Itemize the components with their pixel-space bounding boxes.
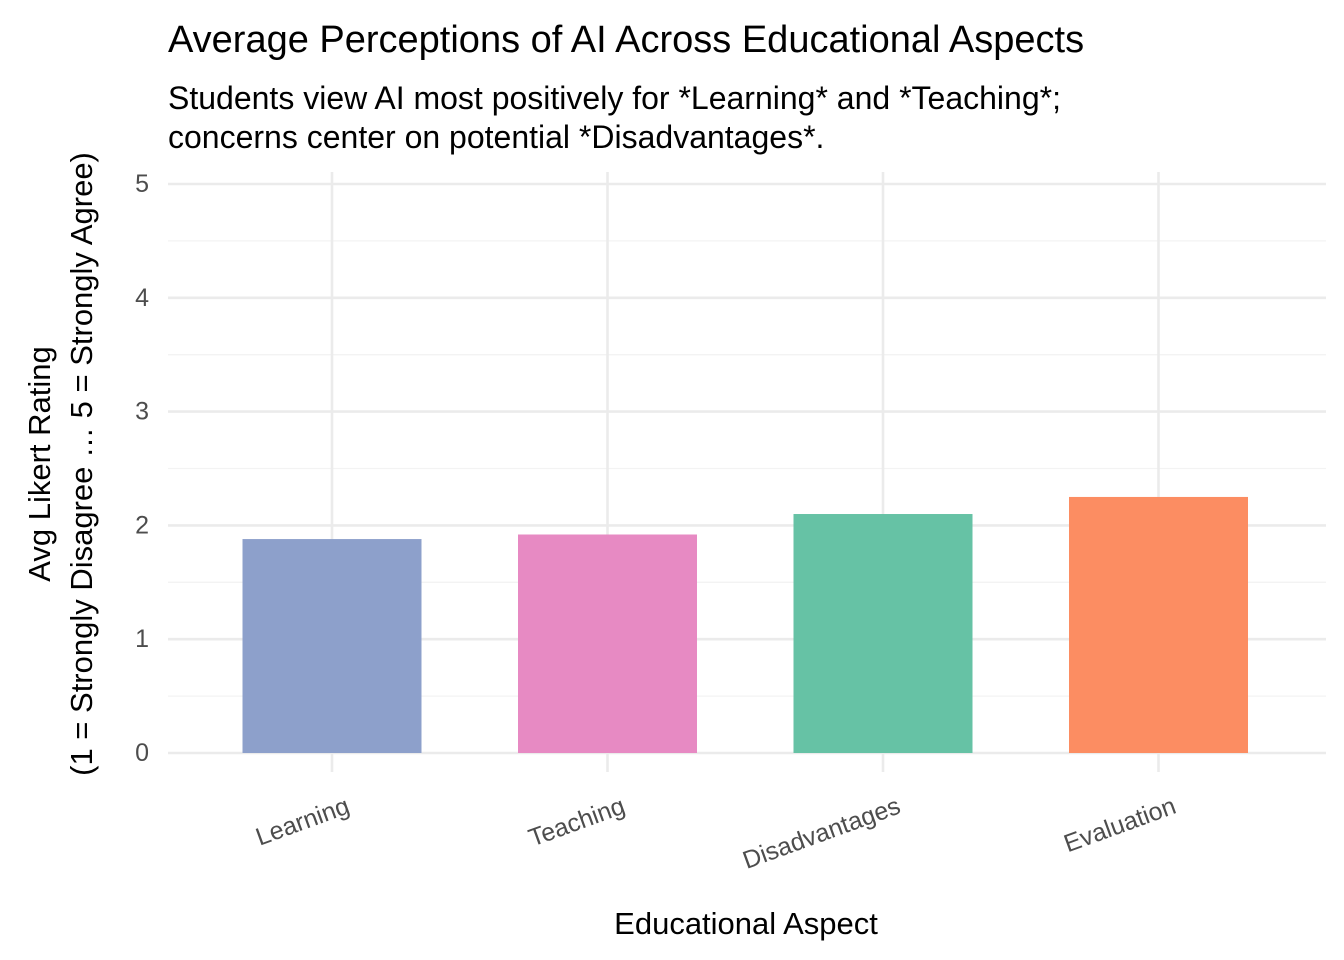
y-axis-label-line-1: Avg Likert Rating: [22, 346, 57, 582]
y-tick-label: 4: [135, 284, 149, 312]
y-tick-label: 5: [135, 170, 149, 198]
x-tick-label: Teaching: [525, 792, 629, 853]
y-tick-label: 2: [135, 511, 149, 539]
bar-learning: [242, 539, 422, 753]
y-axis-ticks: 0 1 2 3 4 5: [135, 170, 149, 767]
x-tick-label: Evaluation: [1060, 792, 1179, 858]
x-axis-label: Educational Aspect: [614, 906, 878, 941]
x-tick-label: Learning: [252, 792, 353, 852]
x-axis-ticks: Learning Teaching Disadvantages Evaluation: [252, 792, 1180, 875]
chart-title: Average Perceptions of AI Across Educati…: [168, 19, 1084, 61]
y-tick-label: 3: [135, 398, 149, 426]
y-tick-label: 0: [135, 739, 149, 767]
x-tick-label: Disadvantages: [739, 792, 904, 875]
bar-evaluation: [1069, 496, 1248, 753]
bar-disadvantages: [793, 514, 973, 753]
bars: [242, 496, 1248, 753]
y-axis-label-line-2: (1 = Strongly Disagree … 5 = Strongly Ag…: [64, 152, 99, 776]
bar-teaching: [518, 534, 697, 753]
chart-subtitle-line-1: Students view AI most positively for *Le…: [168, 80, 1061, 116]
chart-subtitle-line-2: concerns center on potential *Disadvanta…: [168, 119, 824, 155]
y-tick-label: 1: [135, 625, 149, 653]
